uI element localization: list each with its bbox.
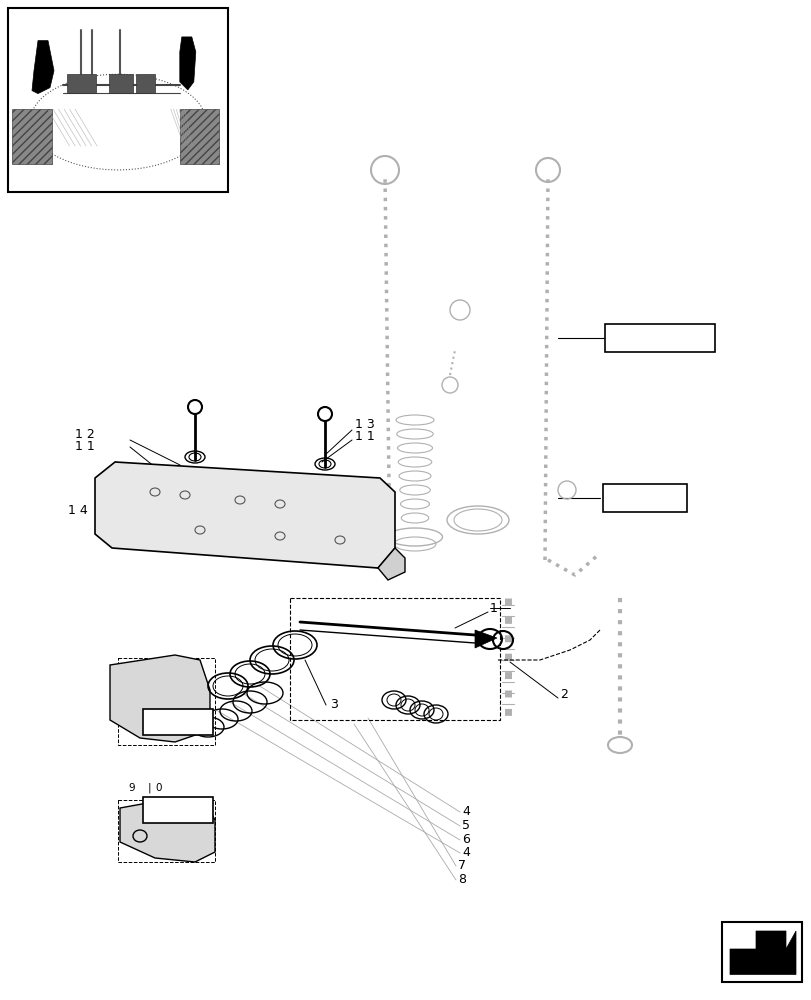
Bar <box>179 109 219 164</box>
Ellipse shape <box>318 407 332 421</box>
Bar <box>143 709 212 735</box>
Text: 4: 4 <box>461 846 470 859</box>
Bar <box>8 8 228 192</box>
Text: 0: 0 <box>155 783 161 793</box>
Text: 1 4: 1 4 <box>68 504 88 516</box>
Text: 1.96.0/02: 1.96.0/02 <box>629 332 689 344</box>
Bar <box>135 74 155 93</box>
Polygon shape <box>32 41 54 94</box>
Text: 1: 1 <box>489 601 497 614</box>
Text: 5: 5 <box>461 819 470 832</box>
Bar <box>143 797 212 823</box>
Text: 2: 2 <box>560 688 567 702</box>
Bar <box>12 109 52 164</box>
Text: 9: 9 <box>128 783 135 793</box>
Polygon shape <box>95 462 394 568</box>
Polygon shape <box>378 548 405 580</box>
Polygon shape <box>179 37 195 90</box>
Bar <box>604 324 714 352</box>
Ellipse shape <box>188 400 202 414</box>
Polygon shape <box>729 931 795 974</box>
Bar <box>67 74 96 93</box>
Text: 1 1: 1 1 <box>75 440 95 454</box>
Text: PAG.2: PAG.2 <box>161 803 195 816</box>
Text: 8: 8 <box>457 874 466 886</box>
Text: 1 2: 1 2 <box>75 428 95 442</box>
Text: 6: 6 <box>461 833 470 846</box>
Text: 1.29.1: 1.29.1 <box>624 491 664 504</box>
Polygon shape <box>109 655 210 742</box>
Bar <box>109 74 133 93</box>
Polygon shape <box>120 798 215 862</box>
Bar <box>603 484 686 512</box>
Text: 1 3: 1 3 <box>354 418 375 432</box>
Text: |: | <box>148 783 152 793</box>
Text: 3: 3 <box>329 698 337 712</box>
Text: PAG.2: PAG.2 <box>161 716 195 728</box>
Text: 7: 7 <box>457 859 466 872</box>
Text: 4: 4 <box>461 805 470 818</box>
Text: 1 1: 1 1 <box>354 430 375 444</box>
Bar <box>721 922 801 982</box>
Polygon shape <box>474 630 496 648</box>
